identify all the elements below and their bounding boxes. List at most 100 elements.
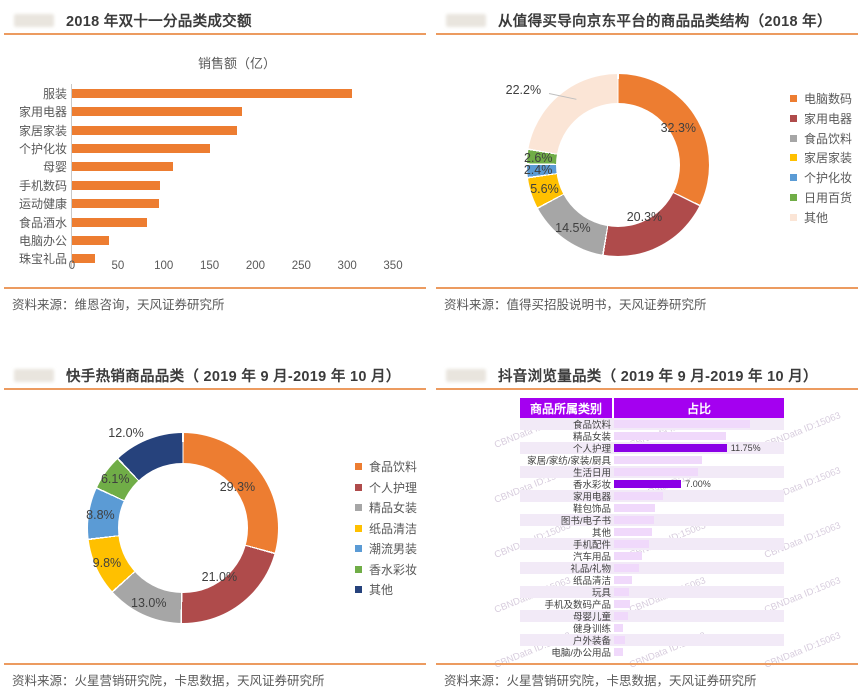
divider: [4, 33, 426, 35]
legend-label: 日用百货: [804, 191, 853, 206]
table-header: 商品所属类别 占比: [520, 398, 784, 418]
label-leader-line: [548, 93, 577, 100]
bar: [614, 600, 631, 608]
table-row: 香水彩妆 7.00%: [520, 478, 784, 491]
legend-label: 香水彩妆: [369, 562, 418, 577]
legend-label: 其他: [804, 210, 829, 225]
table-row: 玩具: [520, 586, 784, 599]
slice-label: 6.1%: [100, 472, 130, 487]
source-note: 资料来源：火星营销研究院，卡思数据，天风证券研究所: [444, 674, 757, 688]
bar-track: [71, 249, 402, 269]
table-row: 图书/电子书: [520, 514, 784, 527]
bar: [72, 217, 148, 227]
legend-marker: [790, 114, 797, 122]
table-body: 食品饮料 精品女装 个人护理 11.75% 家居/家纺/家装/厨具 生活日用 香水彩妆 7.0…: [520, 418, 784, 659]
bar-value-label: 11.75%: [730, 443, 761, 453]
axis-tick-label: 100: [154, 260, 174, 272]
donut-chart: 32.3% 20.3% 14.5% 5.6% 2.4% 2.6% 22.2%: [506, 74, 709, 256]
slice-label: 29.3%: [219, 479, 256, 494]
slice-label: 20.3%: [626, 209, 663, 224]
axis-tick-label: 300: [337, 260, 357, 272]
bar: [72, 254, 95, 264]
bar-track: [71, 102, 402, 121]
category-label: 家居家装: [18, 123, 67, 138]
bar-cell: [614, 550, 784, 562]
slice-label: 2.4%: [523, 163, 553, 178]
legend-item: 精品女装: [355, 499, 417, 516]
chart-title: 抖音浏览量品类（ 2019 年 9 月-2019 年 10 月）: [498, 368, 818, 385]
bar-row: 运动健康: [4, 194, 402, 213]
chart-subtitle: 销售额（亿）: [197, 56, 276, 71]
chart-header: 快手热销商品品类（ 2019 年 9 月-2019 年 10 月）: [14, 364, 422, 386]
slice-label: 9.8%: [92, 555, 122, 570]
figure-number-ghost: [446, 368, 486, 382]
row-category-label: 食品饮料: [572, 420, 611, 431]
legend-marker: [790, 194, 797, 202]
legend-marker: [355, 545, 362, 552]
slice-label: 8.8%: [86, 507, 115, 522]
panel-kuaishou-donut: 快手热销商品品类（ 2019 年 9 月-2019 年 10 月） 29.3% 2…: [0, 355, 432, 689]
legend-item: 家居家装: [790, 149, 852, 166]
bar-track: [71, 120, 402, 140]
chart-title: 快手热销商品品类（ 2019 年 9 月-2019 年 10 月）: [66, 368, 401, 385]
legend-item: 个护化妆: [790, 169, 852, 186]
legend-marker: [355, 504, 362, 511]
slice-label: 21.0%: [201, 569, 238, 584]
row-category-label: 其他: [591, 528, 611, 539]
row-category-label: 礼品/礼物: [570, 564, 611, 575]
table-row: 手机配件: [520, 538, 784, 551]
bar: [614, 636, 625, 644]
divider: [4, 663, 426, 665]
bar-cell: [614, 502, 784, 514]
chart-header: 从值得买导向京东平台的商品品类结构（2018 年）: [446, 9, 854, 31]
bar-cell: [614, 598, 784, 610]
chart-header: 抖音浏览量品类（ 2019 年 9 月-2019 年 10 月）: [446, 364, 854, 386]
bar: [614, 420, 751, 428]
legend-item: 日用百货: [790, 189, 852, 206]
chart-title: 从值得买导向京东平台的商品品类结构（2018 年）: [498, 13, 832, 30]
divider: [436, 287, 858, 289]
legend-item: 电脑数码: [790, 90, 852, 107]
bar-cell: [614, 586, 784, 598]
bar-value-label: 7.00%: [685, 479, 711, 489]
x-axis: 0 50 100 150 200 250 300 350: [69, 260, 403, 274]
bar-cell: [614, 622, 784, 634]
legend-item: 食品饮料: [790, 130, 852, 147]
figure-number-ghost: [14, 13, 54, 27]
bar-cell: [614, 490, 784, 502]
category-label: 服装: [42, 86, 67, 101]
axis-tick-label: 200: [245, 260, 266, 272]
panel-double11-bar-chart: 2018 年双十一分品类成交额 销售额（亿） 服装 家用电器 家居家装 个护化妆 母婴手…: [0, 0, 432, 330]
table-row: 母婴儿童: [520, 610, 784, 623]
legend-item: 潮流男装: [355, 540, 417, 557]
category-label: 食品酒水: [18, 215, 67, 230]
legend-marker: [790, 95, 797, 102]
bar: [614, 624, 623, 632]
table-row: 手机及数码产品: [520, 598, 784, 611]
divider: [4, 388, 426, 390]
row-category-label: 户外装备: [572, 636, 611, 647]
source-note: 资料来源：值得买招股说明书，天风证券研究所: [444, 298, 707, 312]
axis-tick-label: 50: [111, 260, 125, 272]
legend-item: 食品饮料: [355, 458, 417, 475]
bar-cell: [614, 514, 784, 526]
bar: [72, 235, 109, 245]
table-row: 纸品清洁: [520, 574, 784, 587]
category-label: 个护化妆: [18, 141, 67, 156]
row-category-label: 手机配件: [572, 540, 611, 551]
bar: [614, 552, 642, 560]
legend-label: 个人护理: [369, 480, 418, 495]
panel-zhidemai-jd-donut: 从值得买导向京东平台的商品品类结构（2018 年） 32.3% 20.3% 14.5…: [432, 0, 864, 330]
bar-track: [71, 139, 402, 158]
legend-item: 香水彩妆: [355, 561, 417, 578]
legend-label: 纸品清洁: [369, 521, 418, 536]
bar-row: 家居家装: [4, 120, 402, 140]
table-row: 鞋包饰品: [520, 502, 784, 515]
table-row: 个人护理 11.75%: [520, 442, 784, 455]
bar-cell: [614, 526, 784, 538]
bar: [72, 143, 210, 153]
slice-label: 13.0%: [131, 596, 167, 611]
panel-douyin-table: 抖音浏览量品类（ 2019 年 9 月-2019 年 10 月） CBNData…: [432, 355, 864, 689]
row-category-label: 生活日用: [572, 468, 611, 479]
category-label: 珠宝礼品: [18, 252, 67, 267]
